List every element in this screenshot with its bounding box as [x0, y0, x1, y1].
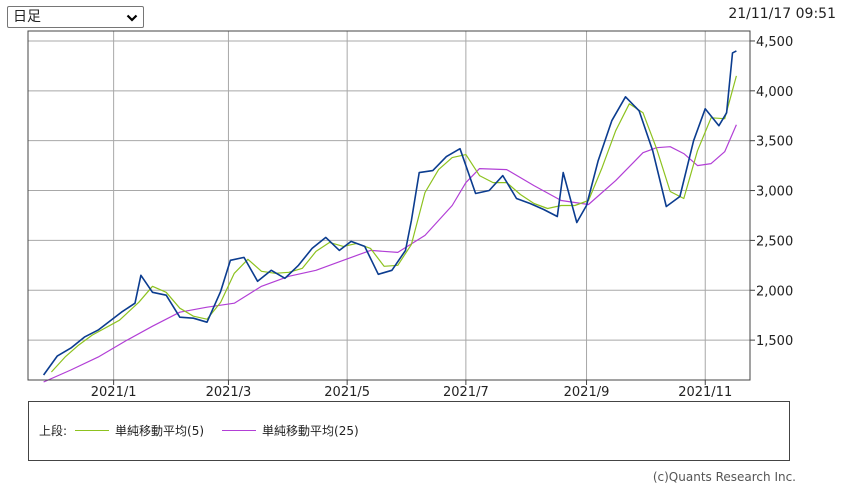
timestamp: 21/11/17 09:51: [728, 6, 836, 22]
period-select[interactable]: 日足: [7, 6, 144, 28]
x-tick-label: 2021/9: [564, 385, 610, 400]
x-tick-label: 2021/7: [443, 385, 489, 400]
chevron-down-icon: [126, 14, 138, 22]
legend: 上段: 単純移動平均(5) 単純移動平均(25): [28, 401, 790, 461]
series-line-ma5: [50, 75, 737, 373]
legend-item-ma25: 単純移動平均(25): [222, 422, 359, 439]
x-tick-label: 2021/5: [324, 385, 370, 400]
y-tick-label: 3,500: [756, 135, 793, 150]
legend-label-ma5: 単純移動平均(5): [115, 424, 205, 438]
y-tick-label: 1,500: [756, 334, 793, 349]
legend-prefix: 上段:: [39, 424, 68, 438]
x-tick-label: 2021/1: [91, 385, 137, 400]
legend-item-ma5: 単純移動平均(5): [75, 422, 204, 439]
x-tick-label: 2021/3: [206, 385, 252, 400]
series-line-price: [42, 50, 737, 376]
legend-swatch-ma5: [75, 430, 110, 431]
y-tick-label: 2,500: [756, 234, 793, 249]
copyright: (c)Quants Research Inc.: [652, 470, 796, 484]
price-chart: 1,500 2,000 2,500 3,000 3,500 4,000 4,500 2021/…: [27, 30, 793, 400]
legend-label-ma25: 単純移動平均(25): [262, 424, 359, 438]
y-tick-label: 3,000: [756, 185, 793, 200]
plot-frame: [27, 30, 751, 381]
y-tick-label: 2,000: [756, 284, 793, 299]
legend-swatch-ma25: [222, 430, 257, 431]
y-tick-label: 4,500: [756, 35, 793, 50]
series-line-ma25: [43, 124, 737, 383]
x-tick-label: 2021/11: [678, 385, 732, 400]
period-select-value: 日足: [13, 9, 41, 25]
y-tick-label: 4,000: [756, 85, 793, 100]
